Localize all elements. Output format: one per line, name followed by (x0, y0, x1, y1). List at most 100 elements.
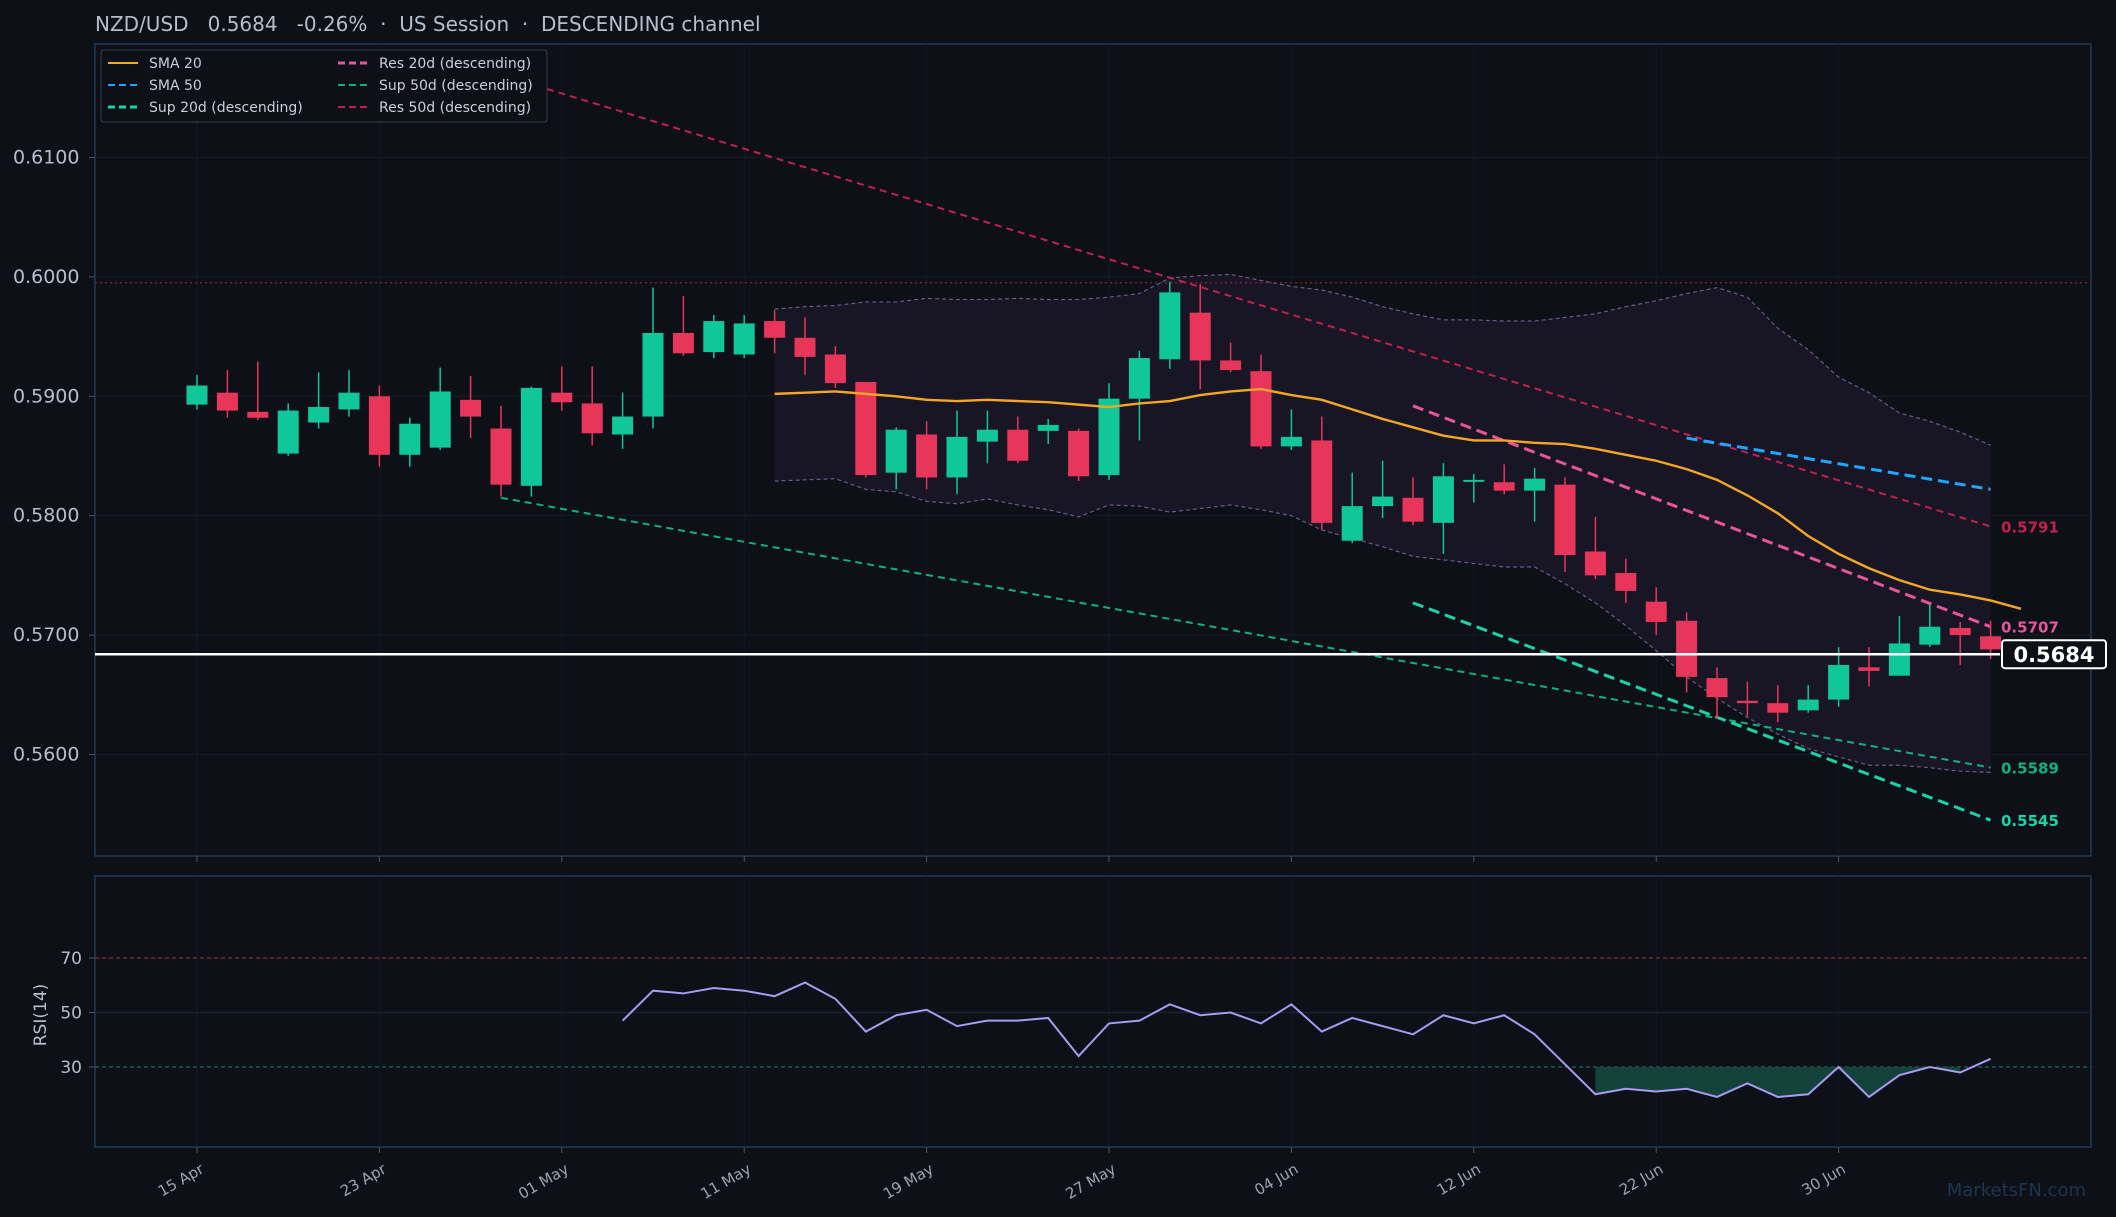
candle-body (1919, 626, 1941, 645)
candle-body (1159, 292, 1181, 360)
candle-body (1767, 703, 1789, 713)
trend-end-labels: 0.5791 0.5589 0.5707 0.5545 (2001, 518, 2059, 830)
candle-body (855, 381, 877, 476)
candle-body (1493, 482, 1515, 491)
candle-body (1615, 572, 1637, 591)
candle-body (1645, 601, 1667, 622)
legend-label: Res 20d (descending) (379, 56, 531, 72)
trend-line (1412, 404, 1992, 629)
candle-body (216, 392, 238, 411)
trend-lines (500, 74, 1992, 822)
rsi-y-axis: 30 50 70 (60, 949, 95, 1078)
price-y-tick-label: 0.6000 (13, 266, 79, 288)
candle-body (551, 392, 573, 403)
candle-body (1463, 479, 1485, 482)
trend-line (500, 496, 1991, 769)
rsi-line (621, 981, 1992, 1099)
candle-body (1980, 636, 2002, 650)
rsi-gridlines (95, 876, 2091, 1147)
legend-label: SMA 50 (149, 78, 202, 94)
candle-body (490, 428, 512, 485)
trend-line (500, 74, 1991, 528)
candle-body (399, 423, 421, 455)
candle-body (1037, 424, 1059, 431)
candle-body (794, 337, 816, 357)
rsi-polyline (621, 981, 1992, 1099)
candle-body (247, 411, 269, 418)
trend-line (1412, 601, 1992, 822)
candle-body (1949, 627, 1971, 636)
trend-end-label: 0.5707 (2001, 619, 2059, 637)
trend-end-label: 0.5589 (2001, 760, 2059, 778)
rsi-y-tick-label: 70 (60, 949, 82, 969)
rsi-y-tick-label: 30 (60, 1058, 82, 1078)
candle-body (1828, 664, 1850, 700)
candle-body (612, 416, 634, 435)
candle-body (1706, 678, 1728, 698)
candle-body (1402, 497, 1424, 522)
trend-end-label: 0.5545 (2001, 812, 2059, 830)
candle-body (1797, 699, 1819, 711)
trend-line (1686, 436, 1991, 491)
candle-body (1858, 667, 1880, 671)
candle-body (703, 321, 725, 353)
candle-body (1311, 440, 1333, 523)
candle-body (186, 385, 208, 405)
price-y-tick-label: 0.5600 (13, 744, 79, 766)
candle-body (1189, 312, 1211, 361)
price-y-tick-label: 0.5800 (13, 505, 79, 527)
sma20-line (774, 387, 2022, 610)
rsi-axis-label: RSI(14) (31, 984, 51, 1047)
legend-label: Res 50d (descending) (379, 100, 531, 116)
sma20-polyline (774, 387, 2022, 610)
candle-body (1250, 371, 1272, 447)
rsi-y-tick-label: 50 (60, 1004, 82, 1024)
candle-body (338, 392, 360, 410)
price-y-tick-label: 0.5900 (13, 385, 79, 407)
price-y-tick-label: 0.6100 (13, 146, 79, 168)
legend: SMA 20 SMA 50 Sup 20d (descending) Res 20d … (100, 49, 548, 123)
trend-end-label: 0.5791 (2001, 518, 2059, 536)
rsi-oversold-fill (1595, 1067, 1961, 1097)
candle-body (1220, 360, 1242, 370)
price-y-tick-label: 0.5700 (13, 624, 79, 646)
candle-body (946, 436, 968, 478)
legend-label: Sup 20d (descending) (149, 100, 303, 116)
candlesticks (186, 281, 2002, 723)
candle-body (916, 434, 938, 478)
rsi-panel-frame (94, 875, 2092, 1148)
candle-body (1372, 496, 1394, 507)
channel-lower-band (774, 478, 1991, 774)
candle-body (1736, 700, 1758, 704)
candle-body (733, 323, 755, 355)
candle-body (976, 429, 998, 442)
candle-body (672, 332, 694, 354)
candle-body (1007, 429, 1029, 461)
candle-body (642, 332, 664, 417)
candle-body (460, 399, 482, 417)
last-price-tag-box (2001, 639, 2107, 670)
candle-body (308, 407, 330, 423)
candle-body (277, 410, 299, 454)
legend-label: Sup 50d (descending) (379, 78, 533, 94)
candle-body (1554, 484, 1576, 556)
price-y-axis: 0.5600 0.5700 0.5800 0.5900 0.6000 0.6100 (13, 146, 95, 766)
candle-body (429, 391, 451, 448)
candle-body (520, 387, 542, 486)
candle-body (1068, 430, 1090, 477)
legend-box (100, 49, 548, 123)
legend-label: SMA 20 (149, 56, 202, 72)
candle-body (764, 321, 786, 338)
candle-body (824, 354, 846, 384)
last-price-tag: 0.5684 (2013, 643, 2094, 667)
candle-body (1524, 478, 1546, 491)
rsi-panel: 30 50 70 RSI(14) (31, 875, 2092, 1148)
channel-upper-band (774, 273, 1991, 446)
candle-body (885, 429, 907, 473)
candle-body (1098, 398, 1120, 476)
chart-header: NZD/USD 0.5684 -0.26% · US Session · DES… (95, 12, 761, 36)
candle-body (1676, 620, 1698, 677)
candle-body (1888, 643, 1910, 676)
candle-body (1128, 358, 1150, 399)
